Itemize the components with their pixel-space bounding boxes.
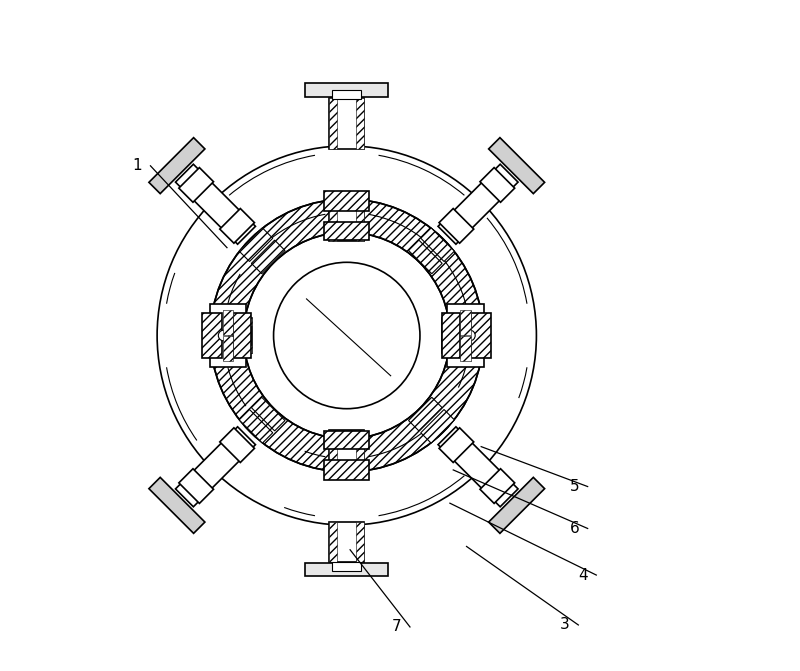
Bar (489, 138, 545, 194)
Bar (179, 168, 214, 202)
Bar (442, 318, 489, 326)
Bar (306, 83, 388, 97)
Bar (439, 209, 474, 243)
Bar (251, 240, 285, 274)
Bar (179, 469, 214, 503)
Circle shape (465, 330, 475, 341)
Bar (251, 397, 285, 431)
Wedge shape (210, 199, 483, 472)
Bar (330, 98, 364, 149)
Bar (205, 345, 252, 353)
Text: 5: 5 (570, 479, 579, 494)
Bar (480, 469, 514, 503)
Circle shape (218, 330, 229, 341)
Bar (409, 397, 442, 431)
Bar (409, 240, 442, 274)
Bar (222, 336, 234, 361)
Bar (175, 164, 255, 244)
Text: 6: 6 (570, 521, 579, 536)
Bar (175, 427, 255, 507)
Bar (330, 194, 337, 241)
Bar (357, 98, 364, 149)
Bar (438, 427, 518, 507)
Bar (460, 336, 470, 361)
Text: 4: 4 (578, 568, 588, 582)
Bar (460, 310, 470, 335)
Bar (149, 138, 205, 194)
Bar (357, 430, 364, 477)
Bar (324, 222, 370, 240)
Bar (306, 563, 388, 576)
Bar (205, 318, 252, 326)
Bar (471, 313, 491, 358)
Bar (330, 522, 337, 562)
Bar (205, 318, 252, 353)
Bar (489, 477, 545, 533)
Bar (421, 409, 454, 443)
Text: 3: 3 (560, 617, 570, 633)
Bar (324, 431, 370, 449)
Bar (330, 98, 337, 149)
Bar (149, 477, 205, 533)
Bar (357, 194, 364, 241)
Bar (357, 522, 364, 562)
Text: 7: 7 (392, 619, 402, 635)
Bar (202, 313, 222, 358)
Bar (442, 313, 460, 358)
Bar (447, 305, 484, 366)
Bar (210, 305, 246, 366)
Bar (222, 310, 234, 335)
Bar (439, 428, 474, 462)
Bar (324, 191, 370, 211)
Text: 1: 1 (132, 158, 142, 173)
Bar (239, 228, 273, 262)
Bar (421, 228, 454, 262)
Bar (442, 318, 489, 353)
Bar (480, 168, 514, 202)
Circle shape (157, 146, 537, 525)
Bar (330, 194, 364, 241)
Bar (442, 345, 489, 353)
Bar (234, 313, 251, 358)
Bar (330, 522, 364, 562)
Bar (220, 209, 254, 243)
Circle shape (274, 262, 420, 409)
Bar (438, 164, 518, 244)
Bar (332, 562, 362, 571)
Bar (330, 430, 364, 477)
Bar (332, 89, 362, 99)
Bar (330, 430, 337, 477)
Bar (239, 409, 273, 443)
Bar (324, 460, 370, 480)
Bar (220, 428, 254, 462)
